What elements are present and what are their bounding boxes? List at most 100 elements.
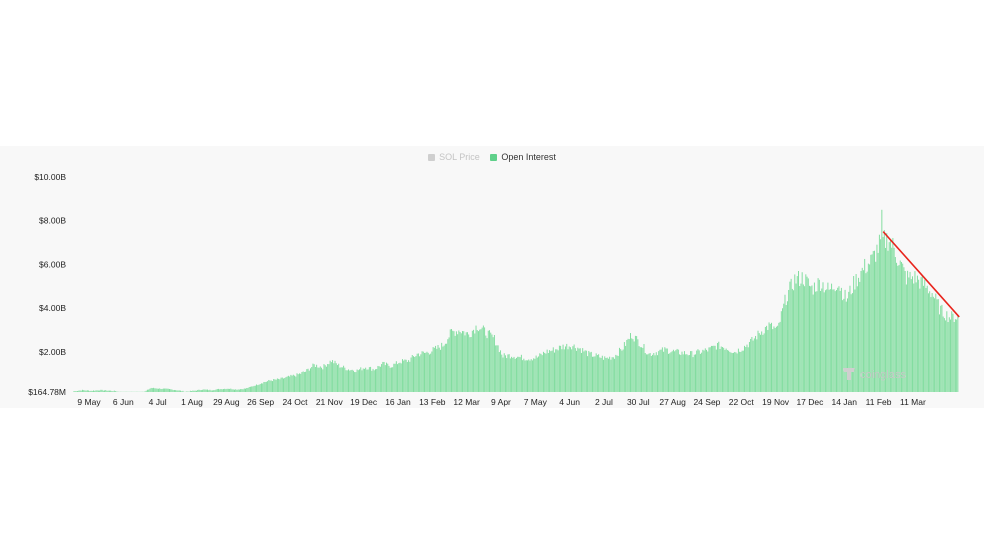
open-interest-bar[interactable] [930,297,932,392]
open-interest-bar[interactable] [93,390,94,392]
open-interest-bar[interactable] [324,365,326,392]
open-interest-bar[interactable] [366,369,368,392]
open-interest-bar[interactable] [804,286,806,392]
open-interest-bar[interactable] [693,354,695,392]
open-interest-bar[interactable] [169,388,170,392]
open-interest-bar[interactable] [585,350,587,392]
open-interest-bar[interactable] [848,291,850,392]
open-interest-bar[interactable] [361,370,363,392]
open-interest-bar[interactable] [96,390,98,392]
open-interest-bar[interactable] [546,349,548,392]
open-interest-bar[interactable] [641,347,643,392]
open-interest-bar[interactable] [805,274,807,392]
open-interest-bar[interactable] [780,311,782,392]
open-interest-bar[interactable] [843,298,845,392]
open-interest-bar[interactable] [356,369,358,392]
open-interest-bar[interactable] [189,390,191,392]
open-interest-bar[interactable] [514,358,516,392]
open-interest-bar[interactable] [460,333,462,392]
open-interest-bar[interactable] [638,346,640,392]
open-interest-bar[interactable] [885,247,887,392]
open-interest-bar[interactable] [459,332,461,392]
open-interest-bar[interactable] [312,363,314,392]
open-interest-bar[interactable] [752,340,754,392]
open-interest-bar[interactable] [891,247,893,392]
open-interest-bar[interactable] [500,350,502,392]
open-interest-bar[interactable] [507,354,509,392]
open-interest-bar[interactable] [921,275,923,392]
open-interest-bar[interactable] [811,285,813,392]
open-interest-bar[interactable] [634,335,636,392]
open-interest-bar[interactable] [301,372,303,392]
open-interest-bar[interactable] [330,362,332,392]
open-interest-bar[interactable] [234,389,235,392]
open-interest-bar[interactable] [708,347,710,392]
open-interest-bar[interactable] [589,352,591,392]
open-interest-bar[interactable] [941,304,943,392]
open-interest-bar[interactable] [623,342,625,392]
open-interest-bar[interactable] [298,373,300,392]
open-interest-bar[interactable] [899,260,901,392]
open-interest-bar[interactable] [390,367,392,392]
open-interest-bar[interactable] [392,367,394,392]
open-interest-bar[interactable] [319,366,321,392]
open-interest-bar[interactable] [859,281,861,392]
open-interest-bar[interactable] [954,319,956,392]
open-interest-bar[interactable] [306,369,308,392]
open-interest-bar[interactable] [238,389,240,392]
open-interest-bar[interactable] [387,363,389,392]
open-interest-bar[interactable] [107,390,109,392]
open-interest-bar[interactable] [273,378,275,392]
open-interest-bar[interactable] [227,388,229,392]
open-interest-bar[interactable] [389,367,391,392]
open-interest-bar[interactable] [951,311,953,392]
open-interest-bar[interactable] [395,361,397,392]
open-interest-bar[interactable] [90,390,92,392]
open-interest-bar[interactable] [605,358,607,392]
open-interest-bar[interactable] [291,375,293,392]
open-interest-bar[interactable] [690,351,692,392]
open-interest-bar[interactable] [502,357,504,392]
open-interest-bar[interactable] [584,350,586,392]
open-interest-bar[interactable] [258,384,260,392]
open-interest-bar[interactable] [162,388,164,392]
open-interest-bar[interactable] [432,347,434,392]
open-interest-bar[interactable] [101,389,103,392]
open-interest-bar[interactable] [359,369,361,392]
open-interest-bar[interactable] [704,348,706,392]
open-interest-bar[interactable] [594,356,596,392]
open-interest-bar[interactable] [744,345,746,392]
open-interest-bar[interactable] [442,346,444,392]
open-interest-bar[interactable] [295,376,297,392]
open-interest-bar[interactable] [802,284,804,392]
open-interest-bar[interactable] [580,352,582,392]
open-interest-bar[interactable] [896,262,898,392]
open-interest-bar[interactable] [448,337,450,392]
open-interest-bar[interactable] [790,278,792,392]
open-interest-bar[interactable] [789,281,791,392]
open-interest-bar[interactable] [791,288,793,392]
open-interest-bar[interactable] [335,363,337,392]
open-interest-bar[interactable] [647,354,649,392]
open-interest-bar[interactable] [932,296,934,392]
open-interest-bar[interactable] [742,350,744,392]
open-interest-bar[interactable] [867,263,869,392]
open-interest-bar[interactable] [84,390,86,392]
open-interest-bar[interactable] [936,299,938,392]
open-interest-bar[interactable] [836,290,837,392]
open-interest-bar[interactable] [503,353,505,392]
open-interest-bar[interactable] [79,390,81,392]
open-interest-bar[interactable] [615,354,617,392]
open-interest-bar[interactable] [824,290,826,392]
open-interest-bar[interactable] [571,349,573,392]
open-interest-bar[interactable] [604,356,606,392]
open-interest-bar[interactable] [247,387,249,392]
open-interest-bar[interactable] [682,354,684,392]
open-interest-bar[interactable] [831,283,833,392]
open-interest-bar[interactable] [793,290,795,392]
open-interest-bar[interactable] [696,350,698,392]
open-interest-bar[interactable] [939,314,940,392]
open-interest-bar[interactable] [889,239,891,392]
open-interest-bar[interactable] [203,389,205,392]
open-interest-bar[interactable] [333,363,335,392]
